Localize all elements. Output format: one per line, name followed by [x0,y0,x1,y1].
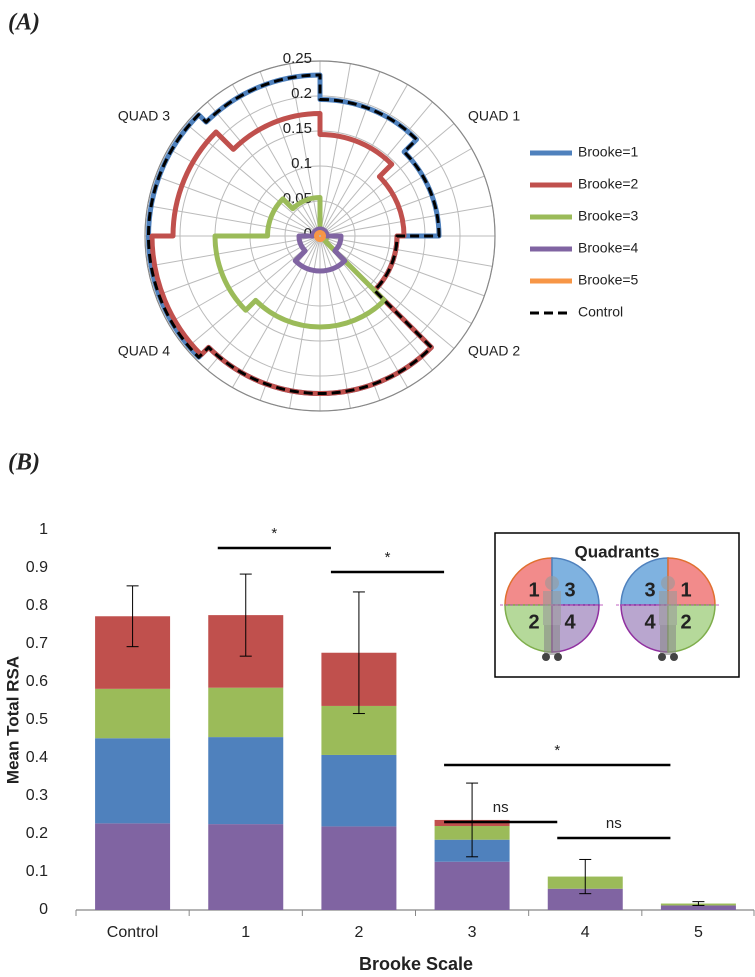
y-tick-label: 0.3 [26,787,48,804]
figure-foot [670,653,678,661]
bar-segment [435,862,510,910]
quadrant-label: 4 [564,611,576,633]
y-axis-title: Mean Total RSA [3,656,22,784]
bar-segment [208,688,283,737]
bar-segment [95,738,170,823]
bar-segment [661,905,736,910]
y-tick-label: 0.1 [26,863,48,880]
y-tick-label: 1 [39,521,48,538]
bar-segment [321,826,396,910]
figure-foot [542,653,550,661]
x-axis-title: Brooke Scale [359,954,473,974]
r-tick-label: 0 [304,225,312,242]
x-tick-label: 4 [581,924,590,941]
quadrant-label: 1 [680,579,691,601]
x-tick-label: 2 [354,924,363,941]
bar-segment [321,755,396,826]
significance-label: ns [493,799,509,816]
quadrant-label: 3 [644,579,655,601]
x-tick-label: Control [107,924,159,941]
figure-legs [660,625,676,655]
x-tick-label: 5 [694,924,703,941]
figure-foot [658,653,666,661]
inset-title: Quadrants [574,542,659,561]
figure-head [661,576,675,590]
y-tick-label: 0.6 [26,673,48,690]
legend-label: Control [578,304,623,320]
legend-label: Brooke=1 [578,144,639,160]
axis-label: QUAD 2 [468,343,520,359]
bar-segment [208,737,283,824]
quadrant-label: 4 [644,611,656,633]
legend-label: Brooke=4 [578,240,639,256]
significance-label: * [271,525,277,542]
significance-label: * [554,742,560,759]
panel-label: (A) [8,10,40,36]
figure-head [545,576,559,590]
y-tick-label: 0.9 [26,559,48,576]
r-tick-label: 0.1 [291,155,312,172]
figure: (A) (B) Mean Total RSA Brooke Scale Quad… [0,0,755,977]
quadrant-label: 2 [528,611,539,633]
legend-label: Brooke=5 [578,272,639,288]
bar-segment [95,823,170,910]
quadrant-label: 1 [528,579,539,601]
page: (A) (B) Mean Total RSA Brooke Scale Quad… [0,0,755,977]
axis-label: QUAD 3 [118,108,170,124]
r-tick-label: 0.15 [283,120,312,137]
figure-foot [554,653,562,661]
bar-segment [208,824,283,910]
legend-label: Brooke=3 [578,208,639,224]
y-tick-label: 0.5 [26,711,48,728]
figure-body [543,591,561,625]
y-tick-label: 0.2 [26,825,48,842]
y-tick-label: 0.4 [26,749,48,766]
panel-label: (B) [8,450,40,476]
y-tick-label: 0 [39,901,48,918]
r-tick-label: 0.25 [283,50,312,67]
quadrant-label: 2 [680,611,691,633]
r-tick-label: 0.2 [291,85,312,102]
figure-body [659,591,677,625]
figure-legs [544,625,560,655]
significance-label: ns [606,815,622,832]
significance-label: * [385,549,391,566]
y-tick-label: 0.7 [26,635,48,652]
x-tick-label: 1 [241,924,250,941]
quadrant-label: 3 [564,579,575,601]
y-tick-label: 0.8 [26,597,48,614]
x-tick-label: 3 [468,924,477,941]
bar-segment [95,689,170,738]
legend-label: Brooke=2 [578,176,639,192]
axis-label: QUAD 1 [468,108,520,124]
axis-label: QUAD 4 [118,343,170,359]
